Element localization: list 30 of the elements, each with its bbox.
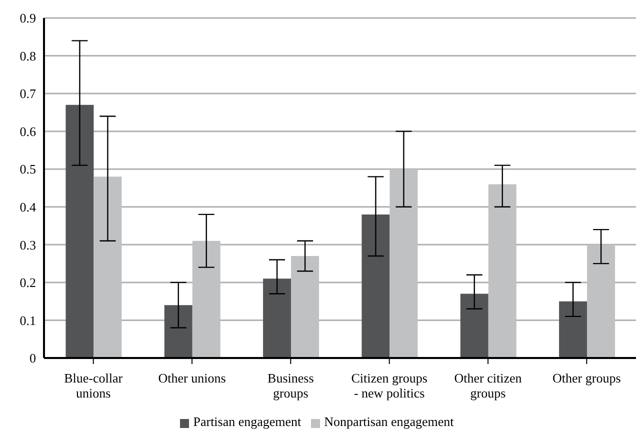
x-tick-label: Other groups	[552, 370, 621, 386]
bar	[66, 104, 94, 358]
y-tick-label: 0.2	[20, 275, 36, 290]
x-tick-label: Other unions	[158, 370, 226, 386]
bar	[587, 244, 616, 358]
x-tick-label: Citizen groups - new politics	[351, 370, 428, 400]
x-tick-label: Business groups	[268, 370, 314, 400]
y-tick-label: 0.3	[20, 237, 36, 252]
y-tick-label: 0.5	[20, 162, 36, 177]
bar	[390, 169, 418, 358]
bar	[559, 301, 588, 358]
y-tick-label: 0.7	[20, 86, 36, 102]
x-tick-label: Blue-collar unions	[64, 370, 124, 400]
bar	[94, 176, 122, 358]
y-tick-label: 0.8	[20, 48, 36, 64]
bar	[192, 240, 220, 358]
y-tick-label: 0.1	[20, 312, 36, 328]
bar	[362, 214, 390, 358]
y-tick-label: 0.4	[20, 200, 36, 215]
bar	[263, 278, 292, 358]
legend-label: Nonpartisan engagement	[324, 414, 454, 429]
y-tick-label: 0.6	[20, 124, 36, 139]
bar	[488, 184, 516, 358]
bar	[164, 305, 192, 358]
y-tick-label: 0	[30, 350, 36, 366]
y-tick-label: 0.9	[20, 10, 36, 26]
legend-label: Partisan engagement	[193, 414, 302, 429]
x-tick-label: Other citizen groups	[454, 370, 522, 400]
bar	[460, 294, 488, 358]
bar	[291, 256, 320, 358]
